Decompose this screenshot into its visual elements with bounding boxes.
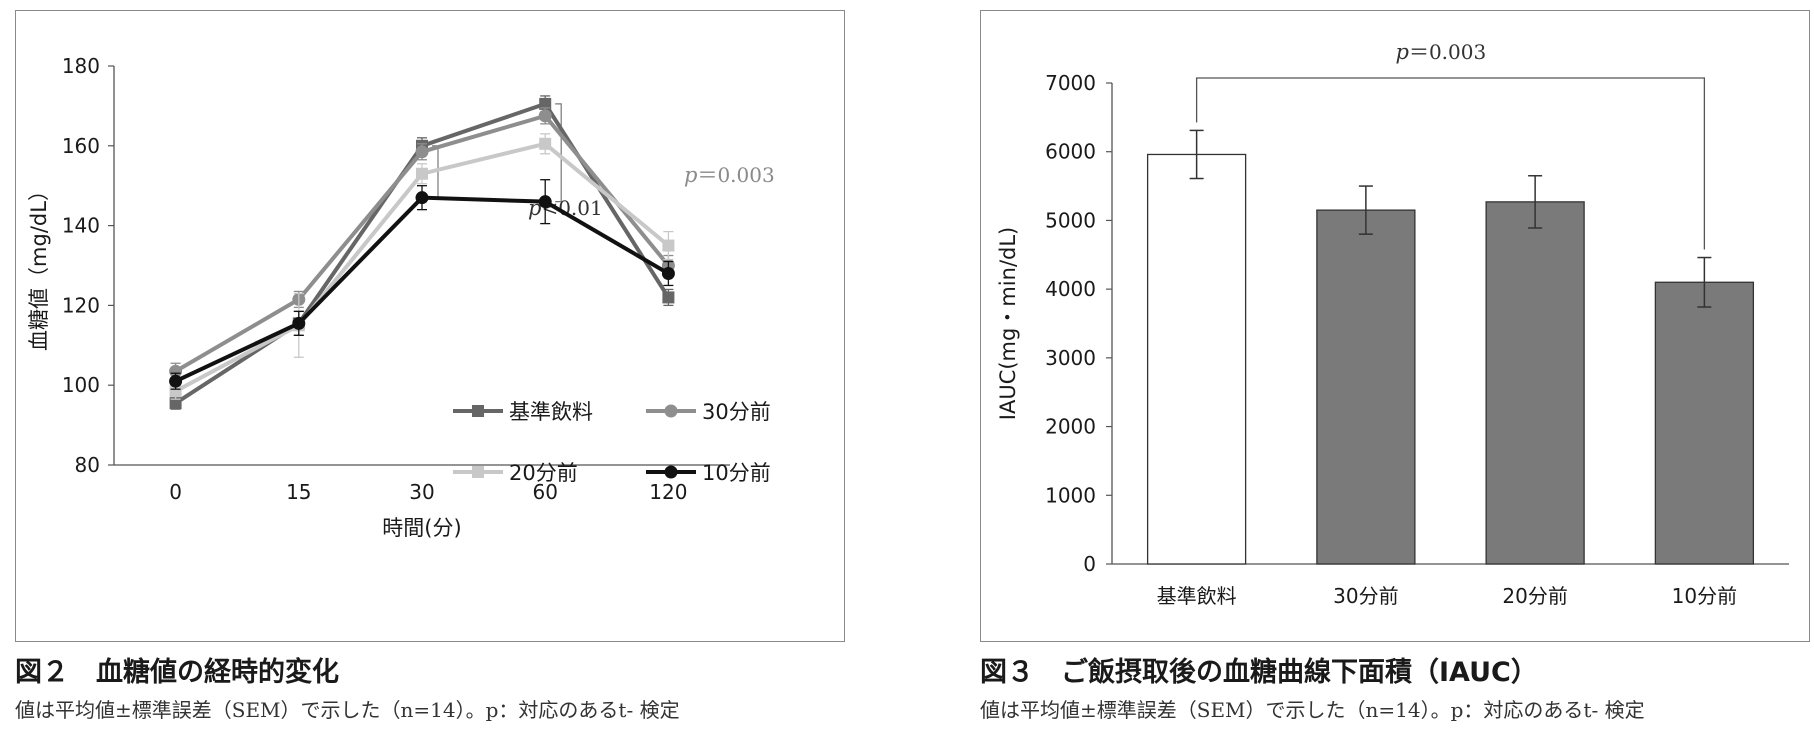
- bar: [1485, 201, 1585, 565]
- bar: [1654, 281, 1755, 565]
- x-tick-label: 60: [532, 480, 557, 504]
- data-point: [539, 137, 552, 150]
- y-tick-label: 2000: [1045, 415, 1096, 439]
- y-tick-label: 1000: [1045, 483, 1096, 507]
- data-point: [169, 374, 183, 388]
- legend-label: 基準飲料: [509, 400, 593, 424]
- x-tick-label: 10分前: [1672, 584, 1737, 608]
- bar-chart: 0 1000 2000 3000 4000 5000 6000 7000 IAUC(mg・min…: [996, 40, 1789, 608]
- y-tick-label: 7000: [1045, 71, 1096, 95]
- x-axis-label: 時間(分): [382, 516, 461, 540]
- data-point: [416, 167, 428, 180]
- bar: [1146, 153, 1247, 565]
- y-tick-label: 3000: [1045, 346, 1096, 370]
- data-point: [661, 266, 675, 280]
- data-point: [662, 291, 675, 304]
- x-tick-label: 0: [169, 480, 182, 504]
- bar: [1316, 209, 1416, 565]
- p-value-annotation: p＝0.003: [1396, 40, 1487, 64]
- data-point: [415, 145, 429, 159]
- data-point: [169, 397, 182, 410]
- x-tick-label: 30: [409, 480, 434, 504]
- y-tick-label: 100: [62, 373, 100, 397]
- data-point: [662, 239, 675, 252]
- data-point: [538, 195, 552, 209]
- y-axis-label: 血糖値（mg/dL）: [27, 180, 51, 351]
- y-tick-label: 180: [62, 54, 100, 78]
- legend-marker: [664, 465, 678, 479]
- legend-label: 20分前: [509, 461, 578, 485]
- y-tick-label: 0: [1083, 552, 1096, 576]
- y-tick-label: 120: [62, 293, 100, 317]
- legend-marker: [472, 466, 484, 478]
- legend-label: 30分前: [702, 400, 771, 424]
- x-tick-label: 30分前: [1333, 584, 1398, 608]
- data-point: [538, 109, 552, 123]
- x-tick-label: 120: [649, 480, 687, 504]
- y-tick-label: 6000: [1045, 140, 1096, 164]
- y-tick-label: 80: [75, 453, 100, 477]
- figure3-note: 値は平均値±標準誤差（SEM）で示した（n=14）。p：対応のあるt- 検定: [980, 698, 1645, 722]
- y-tick-label: 160: [62, 134, 100, 158]
- data-point: [169, 364, 183, 378]
- data-point: [415, 191, 429, 205]
- data-point: [539, 97, 552, 110]
- data-point: [292, 316, 306, 330]
- legend-label: 10分前: [702, 461, 771, 485]
- data-point: [169, 385, 182, 398]
- y-axis-label: IAUC(mg・min/dL): [996, 227, 1020, 420]
- figure2-title: 図２ 血糖値の経時的変化: [15, 657, 339, 688]
- y-tick-label: 140: [62, 214, 100, 238]
- x-tick-label: 20分前: [1502, 584, 1567, 608]
- significance-bracket: [1195, 77, 1706, 250]
- y-tick-label: 5000: [1045, 208, 1096, 232]
- bracket-60min: [555, 103, 562, 203]
- p-value-annotation: p＝0.003: [684, 163, 775, 187]
- line-chart-panel: 80 100 120 140 160 180 0 15 30 60 120 時間(分) 血糖値（mg/d…: [15, 10, 845, 642]
- legend-marker: [472, 405, 484, 417]
- y-tick-label: 4000: [1045, 277, 1096, 301]
- line-chart: 80 100 120 140 160 180 0 15 30 60 120 時間(分) 血糖値（mg/d…: [27, 54, 775, 540]
- figure3-title: 図３ ご飯摂取後の血糖曲線下面積（IAUC）: [980, 657, 1538, 688]
- legend-marker: [664, 404, 678, 418]
- x-tick-label: 基準飲料: [1157, 584, 1237, 608]
- x-tick-label: 15: [286, 480, 311, 504]
- bar-chart-panel: 0 1000 2000 3000 4000 5000 6000 7000 IAUC(mg・min…: [980, 10, 1810, 642]
- figure2-note: 値は平均値±標準誤差（SEM）で示した（n=14）。p：対応のあるt- 検定: [15, 698, 680, 722]
